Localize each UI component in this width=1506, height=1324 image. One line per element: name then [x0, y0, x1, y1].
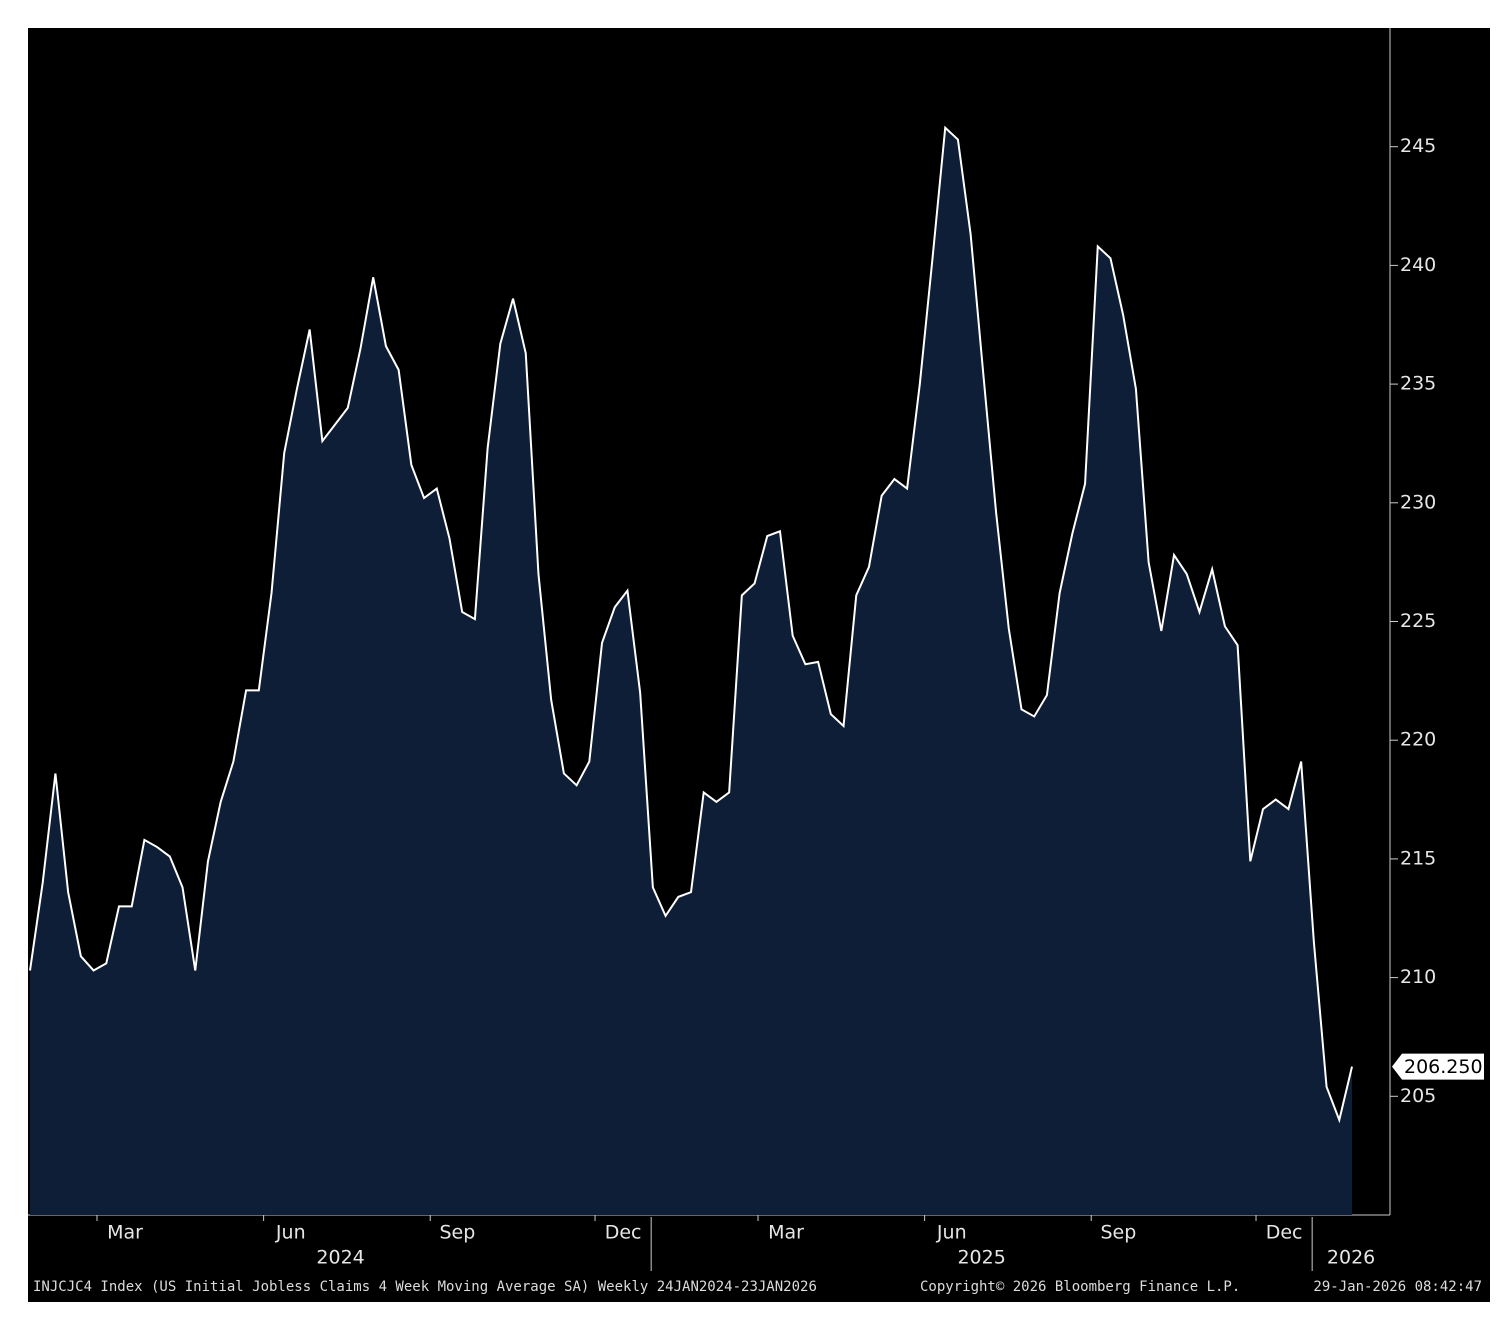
- last-value-box: [1392, 1053, 1484, 1080]
- x-tick-label: Sep: [439, 1222, 475, 1244]
- y-tick-label: 205: [1400, 1085, 1436, 1107]
- x-tick-label: Dec: [1266, 1222, 1303, 1244]
- year-label: 2026: [1327, 1247, 1375, 1269]
- y-tick-label: 215: [1400, 847, 1436, 869]
- y-tick-label: 210: [1400, 966, 1436, 988]
- x-tick-label: Mar: [768, 1222, 804, 1244]
- x-tick-label: Mar: [107, 1222, 143, 1244]
- x-tick-label: Jun: [275, 1222, 306, 1244]
- year-label: 2024: [316, 1247, 364, 1269]
- y-tick-label: 245: [1400, 135, 1436, 157]
- area: [30, 127, 1352, 1215]
- year-label: 2025: [957, 1247, 1005, 1269]
- x-tick-label: Sep: [1100, 1222, 1136, 1244]
- y-tick-label: 230: [1400, 491, 1436, 513]
- last-value-label: 206.250: [1404, 1056, 1483, 1078]
- timestamp: 29-Jan-2026 08:42:47: [1313, 1279, 1482, 1295]
- footer: INJCJC4 Index (US Initial Jobless Claims…: [33, 1279, 817, 1295]
- y-tick-label: 220: [1400, 729, 1436, 751]
- x-tick-label: Jun: [936, 1222, 967, 1244]
- y-tick-label: 235: [1400, 373, 1436, 395]
- x-tick-label: Dec: [605, 1222, 642, 1244]
- copyright: Copyright© 2026 Bloomberg Finance L.P.: [920, 1279, 1240, 1295]
- line: [29, 125, 1353, 1124]
- y-tick-label: 240: [1400, 254, 1436, 276]
- y-tick-label: 225: [1400, 610, 1436, 632]
